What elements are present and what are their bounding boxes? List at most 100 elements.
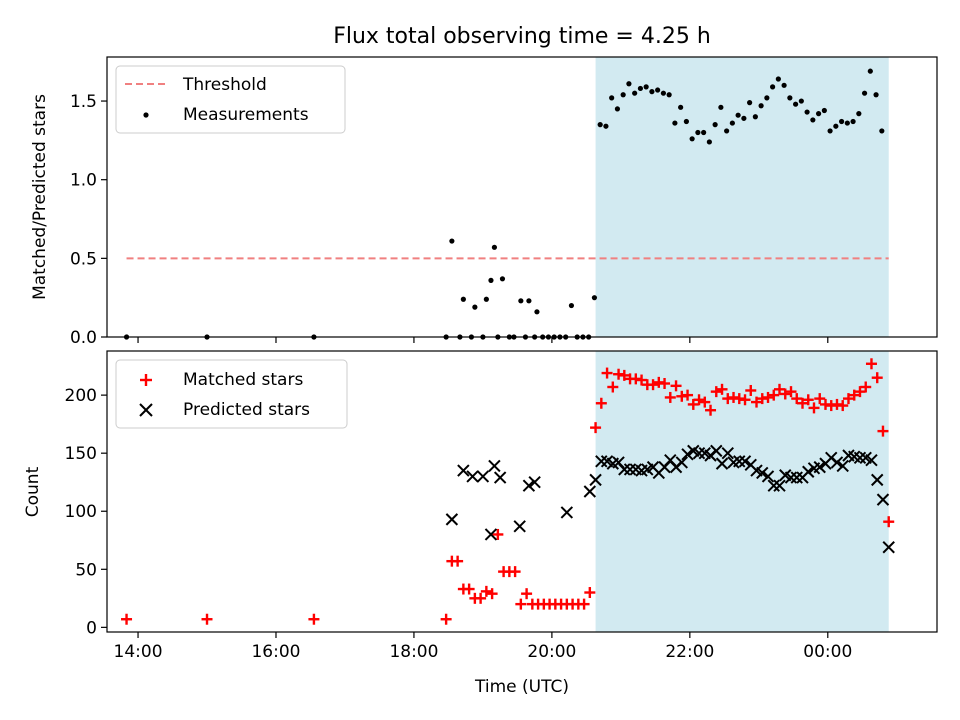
measurement-point	[632, 90, 638, 96]
measurement-point	[770, 84, 776, 90]
predicted-star-point	[733, 455, 746, 468]
matched-star-point	[201, 613, 213, 625]
matched-star-point	[791, 393, 803, 405]
matched-star-point	[607, 381, 619, 393]
bottom-x-axis: 14:00 16:00 18:00 20:00 22:00 00:00	[114, 632, 852, 662]
measurement-point	[666, 92, 672, 98]
matched-star-point	[584, 587, 596, 599]
predicted-star-point	[623, 463, 637, 476]
matched-star-point	[745, 384, 757, 396]
measurement-point	[729, 120, 735, 126]
top-y-axis-label: Matched/Predicted stars	[30, 94, 50, 300]
predicted-star-point	[802, 465, 815, 478]
legend-predicted-label: Predicted stars	[183, 400, 310, 420]
y-tick-label: 200	[65, 386, 97, 406]
measurement-point	[591, 295, 598, 301]
matched-star-point	[693, 394, 705, 406]
matched-star-point	[860, 381, 872, 393]
measurement-point	[568, 302, 575, 309]
measurement-point	[781, 82, 787, 88]
matched-star-point	[842, 393, 854, 405]
measurement-point	[683, 118, 689, 125]
measurement-point	[827, 128, 833, 134]
matched-star-point	[883, 516, 895, 528]
bottom-legend: Matched stars Predicted stars	[115, 359, 348, 429]
measurement-point	[793, 101, 799, 107]
matched-star-point	[670, 380, 682, 392]
legend-threshold-label: Threshold	[182, 75, 267, 95]
matched-star-point	[492, 528, 504, 540]
matched-star-point	[739, 394, 751, 406]
predicted-star-point	[522, 479, 536, 492]
top-axes-frame	[106, 56, 938, 338]
measurement-point	[626, 81, 632, 87]
measurement-point	[499, 276, 506, 282]
predicted-star-point	[853, 451, 867, 465]
matched-star-point	[751, 396, 763, 408]
x-tick-label: 18:00	[389, 642, 438, 662]
bottom-y-axis: 0 50 100 150 200	[65, 386, 107, 638]
legend-matched-swatch	[140, 374, 152, 386]
measurement-point	[660, 90, 666, 96]
measurement-point	[449, 238, 455, 244]
measurement-point	[643, 84, 649, 90]
matched-star-point	[808, 402, 820, 414]
matched-star-point	[521, 588, 533, 600]
matched-star-point	[475, 592, 487, 604]
matched-star-point	[601, 367, 613, 379]
measurement-point	[712, 122, 718, 128]
measurement-point	[718, 104, 724, 110]
measurement-point	[741, 115, 747, 121]
measurement-point	[526, 298, 532, 304]
matched-star-point	[854, 386, 866, 398]
matched-star-point	[452, 555, 464, 567]
legend-measurements-swatch	[143, 112, 149, 118]
matched-star-point	[837, 400, 849, 412]
matched-star-point	[802, 394, 814, 406]
measurement-point	[752, 114, 758, 120]
predicted-star-point	[457, 464, 470, 477]
measurement-point	[867, 68, 873, 74]
predicted-star-point	[560, 506, 574, 519]
top-legend: Threshold Measurements	[115, 65, 346, 134]
matched-stars-series	[121, 358, 895, 625]
measurement-point	[609, 95, 615, 101]
matched-star-point	[578, 598, 590, 610]
measurement-point	[655, 87, 661, 93]
measurement-point	[747, 100, 753, 106]
matched-star-point	[590, 422, 602, 434]
matched-star-point	[618, 369, 630, 381]
matched-star-point	[768, 389, 780, 401]
matched-star-point	[716, 383, 728, 395]
measurement-point	[534, 309, 540, 315]
top-panel: 0.0 0.5 1.0 1.5 Matched/Predicted stars Thr…	[30, 56, 938, 348]
predicted-star-point	[738, 455, 752, 468]
measurement-point	[833, 123, 839, 129]
predicted-star-point	[595, 455, 608, 468]
matched-star-point	[595, 397, 607, 409]
measurement-point	[488, 277, 494, 283]
bottom-shaded-interval	[595, 351, 889, 632]
measurement-point	[689, 136, 695, 142]
measurement-point	[706, 139, 712, 145]
predicted-star-point	[876, 493, 890, 506]
predicted-star-point	[767, 479, 780, 492]
measurement-point	[815, 111, 822, 117]
y-tick-label: 0.0	[70, 328, 97, 348]
matched-star-point	[848, 389, 860, 401]
measurement-point	[597, 122, 603, 128]
predicted-star-point	[756, 466, 769, 480]
bottom-legend-box	[115, 359, 348, 429]
measurement-point	[620, 92, 626, 98]
measurement-point	[844, 120, 850, 126]
measurement-point	[735, 112, 741, 118]
bottom-y-axis-label: Count	[23, 466, 43, 517]
predicted-star-point	[466, 470, 479, 483]
matched-star-point	[699, 396, 711, 408]
top-x-axis	[137, 337, 829, 343]
predicted-star-point	[484, 528, 498, 541]
predicted-star-point	[871, 473, 884, 487]
matched-star-point	[705, 404, 717, 416]
predicted-star-point	[715, 457, 729, 470]
